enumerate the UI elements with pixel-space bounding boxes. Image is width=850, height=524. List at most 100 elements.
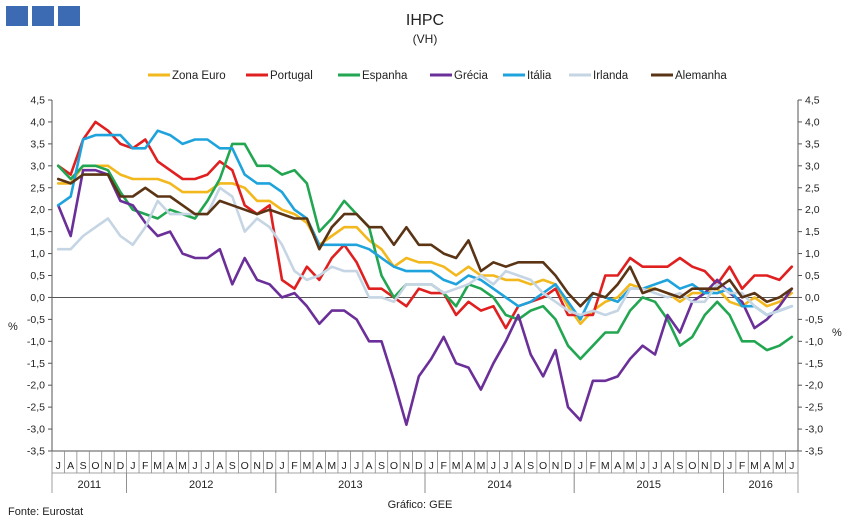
month-label: J (354, 460, 359, 472)
legend-label-alemanha: Alemanha (675, 70, 727, 82)
month-label: J (727, 460, 732, 472)
month-label: N (403, 460, 411, 472)
month-label: J (503, 460, 508, 472)
month-label: A (465, 460, 472, 472)
series-line-grecia (56, 168, 794, 427)
month-label: S (676, 460, 683, 472)
series-line-irlanda (56, 186, 794, 317)
y-axis-right-ticks: -3,5 -3,0 -2,5 -2,0 -1,5 -1,0 -0,5 0,0 0,5 1,0 1,5… (798, 95, 823, 458)
y-tick-label-left: 1,0 (30, 248, 45, 260)
month-label: D (713, 460, 721, 472)
month-label: A (614, 460, 621, 472)
month-label: J (56, 460, 61, 472)
chart-credit: Gráfico: GEE (388, 499, 453, 511)
month-label: A (366, 460, 373, 472)
y-tick-label-right: 1,5 (805, 226, 820, 238)
legend-label-irlanda: Irlanda (593, 70, 629, 82)
logo-block (32, 6, 54, 26)
legend-label-portugal: Portugal (270, 70, 313, 82)
month-label: M (303, 460, 312, 472)
logo-block (6, 6, 28, 26)
month-label: M (153, 460, 162, 472)
y-tick-label-right: 0,5 (805, 270, 820, 282)
series-lines (56, 120, 794, 427)
month-label: J (192, 460, 197, 472)
month-label: F (291, 460, 297, 472)
y-tick-label-right: 4,0 (805, 116, 820, 128)
y-tick-label-right: -0,5 (805, 314, 823, 326)
month-label: A (167, 460, 174, 472)
y-tick-label-left: -3,5 (27, 446, 45, 458)
y-axis-left-label: % (8, 321, 18, 333)
month-label: J (491, 460, 496, 472)
month-label: J (130, 460, 135, 472)
y-tick-label-right: -2,5 (805, 402, 823, 414)
month-label: J (789, 460, 794, 472)
y-tick-label-left: -2,5 (27, 402, 45, 414)
legend-label-zona-euro: Zona Euro (172, 70, 226, 82)
y-tick-label-left: -2,0 (27, 380, 45, 392)
series-line-portugal (56, 120, 794, 330)
y-tick-label-left: 3,0 (30, 160, 45, 172)
month-label: A (316, 460, 323, 472)
legend: Zona Euro Portugal Espanha Grécia Itália Irla… (148, 70, 727, 82)
chart-subtitle: (VH) (413, 32, 438, 46)
y-tick-label-left: 3,5 (30, 138, 45, 150)
y-tick-label-left: 0,5 (30, 270, 45, 282)
y-tick-label-right: 4,5 (805, 95, 820, 107)
year-label: 2013 (338, 479, 362, 491)
legend-label-italia: Itália (527, 70, 552, 82)
month-label: O (390, 460, 398, 472)
month-label: J (342, 460, 347, 472)
month-label: F (142, 460, 148, 472)
year-label: 2014 (487, 479, 511, 491)
y-tick-label-left: -0,5 (27, 314, 45, 326)
y-tick-label-left: -1,0 (27, 336, 45, 348)
month-label: S (378, 460, 385, 472)
month-label: M (452, 460, 461, 472)
series-line-italia (56, 129, 794, 321)
month-label: F (739, 460, 745, 472)
month-label: S (527, 460, 534, 472)
y-tick-label-right: 3,0 (805, 160, 820, 172)
year-label: 2016 (748, 479, 772, 491)
legend-label-grecia: Grécia (454, 70, 488, 82)
month-label: A (515, 460, 522, 472)
month-label: J (205, 460, 210, 472)
year-label: 2012 (189, 479, 213, 491)
y-tick-label-right: 2,5 (805, 182, 820, 194)
month-label: D (266, 460, 274, 472)
month-label: F (590, 460, 596, 472)
month-label: M (178, 460, 187, 472)
y-tick-label-right: 2,0 (805, 204, 820, 216)
month-label: A (67, 460, 74, 472)
month-label: A (763, 460, 770, 472)
chart-title: IHPC (406, 12, 444, 29)
month-label: N (104, 460, 112, 472)
y-tick-label-right: 0,0 (805, 292, 820, 304)
y-tick-label-left: 0,0 (30, 292, 45, 304)
month-label: A (216, 460, 223, 472)
month-label: J (578, 460, 583, 472)
y-tick-label-right: -1,0 (805, 336, 823, 348)
month-label: N (701, 460, 709, 472)
y-tick-label-left: 4,5 (30, 95, 45, 107)
year-label: 2011 (77, 479, 101, 491)
month-label: O (91, 460, 99, 472)
y-axis-right-label: % (832, 327, 842, 339)
y-axis-left-ticks: -3,5 -3,0 -2,5 -2,0 -1,5 -1,0 -0,5 0,0 0,5 1,0 1,5… (27, 95, 52, 458)
y-tick-label-left: 4,0 (30, 116, 45, 128)
logo (6, 6, 80, 26)
month-label: S (80, 460, 87, 472)
legend-label-espanha: Espanha (362, 70, 408, 82)
month-label: M (626, 460, 635, 472)
y-tick-label-right: 3,5 (805, 138, 820, 150)
month-label: D (564, 460, 572, 472)
month-label: A (664, 460, 671, 472)
y-tick-label-right: -2,0 (805, 380, 823, 392)
y-tick-label-left: -3,0 (27, 424, 45, 436)
y-tick-label-right: -1,5 (805, 358, 823, 370)
month-label: J (429, 460, 434, 472)
month-label: O (539, 460, 547, 472)
